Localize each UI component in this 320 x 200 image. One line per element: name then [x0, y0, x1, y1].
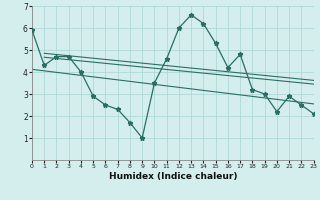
X-axis label: Humidex (Indice chaleur): Humidex (Indice chaleur)	[108, 172, 237, 181]
